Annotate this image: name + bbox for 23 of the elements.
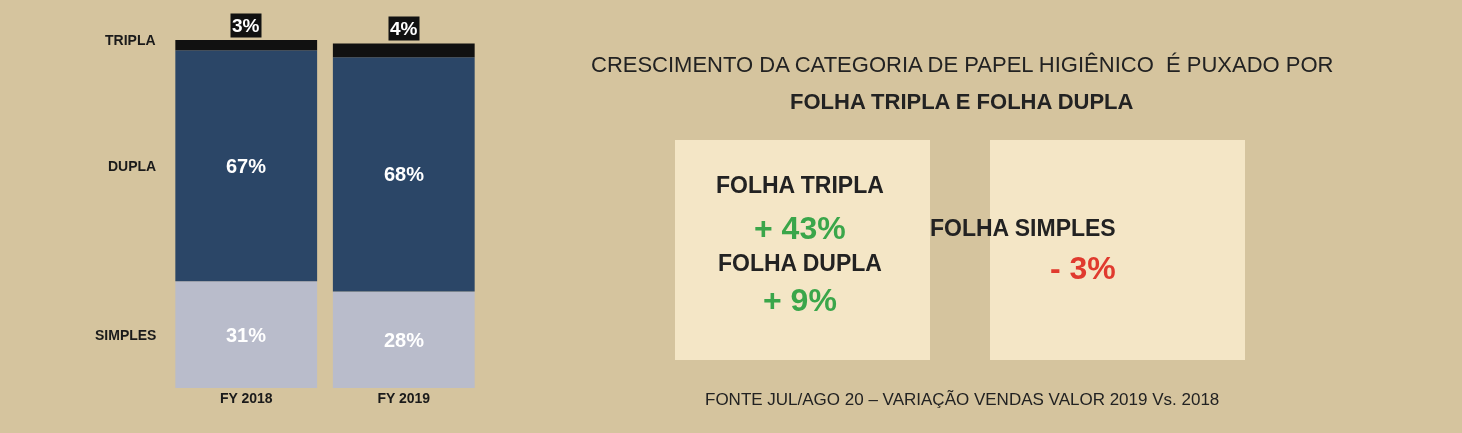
- series-label: DUPLA: [108, 158, 157, 174]
- text: CRESCIMENTO DA CATEGORIA DE PAPEL HIGIÊNICO É PUXADO POR FOLHA TRIPLA E FOLHA DUPLA: [591, 52, 1334, 114]
- series-label: TRIPLA: [105, 32, 156, 48]
- bar: [175, 50, 318, 282]
- data-label: 28%: [384, 329, 425, 351]
- bar: [175, 281, 318, 388]
- data-label: 67%: [226, 155, 267, 177]
- text: FOLHA TRIPLA: [716, 172, 884, 198]
- text: FOLHA SIMPLES: [930, 215, 1116, 241]
- data-label: 3%: [232, 15, 260, 36]
- source-note: FONTE JUL/AGO 20 – VARIAÇÃO VENDAS VALOR 2019 Vs. 2018: [705, 390, 1220, 409]
- text: + 9%: [763, 282, 837, 318]
- x-tick-label: FY 2019: [377, 390, 431, 406]
- data-label: 68%: [384, 163, 425, 185]
- text: - 3%: [1050, 250, 1116, 286]
- bar: [332, 57, 475, 292]
- data-label: 4%: [390, 18, 418, 39]
- x-tick-label: FY 2018: [219, 390, 273, 406]
- data-label: 31%: [226, 324, 267, 346]
- series-label: SIMPLES: [95, 327, 157, 343]
- text: + 43%: [754, 210, 846, 246]
- bar: [332, 291, 475, 388]
- text: FOLHA DUPLA: [718, 250, 882, 276]
